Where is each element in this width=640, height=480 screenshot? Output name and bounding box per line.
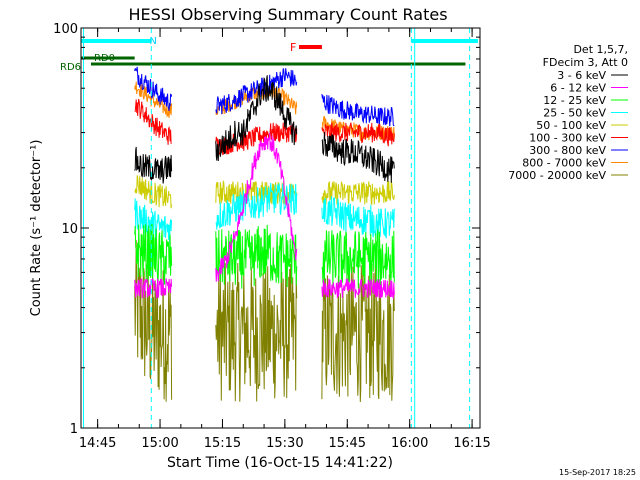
series-8-segment-0 [134, 240, 173, 402]
series-4 [134, 175, 395, 209]
series-8 [134, 240, 395, 403]
legend-header-1: FDecim 3, Att 0 [543, 56, 628, 69]
chart-title: HESSI Observing Summary Count Rates [128, 5, 447, 24]
series-3-segment-2 [321, 196, 395, 239]
legend-label-1: 6 - 12 keV [550, 82, 606, 95]
series-3 [134, 182, 395, 244]
series-6-segment-1 [215, 68, 298, 115]
x-tick-label-5: 16:00 [391, 436, 428, 451]
legend-header-0: Det 1,5,7, [573, 43, 628, 56]
x-axis-label: Start Time (16-Oct-15 14:41:22) [167, 455, 393, 471]
series-7-segment-0 [134, 81, 173, 118]
series-6 [134, 66, 395, 127]
series-3-segment-1 [215, 182, 298, 230]
x-tick-label-4: 15:45 [329, 436, 366, 451]
x-tick-label-1: 15:00 [141, 436, 178, 451]
series-1-segment-0 [134, 278, 173, 299]
series-5-segment-0 [134, 98, 172, 145]
series-8-segment-1 [215, 262, 298, 402]
y-tick-label-0: 1 [70, 422, 78, 437]
series-2-segment-2 [321, 229, 395, 289]
flag-rd0-label: RD0 [94, 53, 115, 64]
axes-layer: 1 10 100 14:45 15:00 15:15 15:30 15:45 16:00 16:1… [53, 22, 491, 451]
series-0-segment-1 [215, 75, 298, 162]
series-0-segment-0 [134, 146, 173, 184]
series-1-segment-2 [321, 278, 395, 300]
x-tick-label-6: 16:15 [453, 436, 490, 451]
flag-rd6-label: RD6 [60, 62, 81, 73]
series-4-segment-2 [321, 180, 395, 206]
series-0-segment-2 [321, 131, 395, 183]
x-tick-label-3: 15:30 [266, 436, 303, 451]
flag-f-label: F [290, 41, 296, 54]
legend-label-7: 800 - 7000 keV [522, 157, 606, 170]
series-2-segment-0 [134, 223, 173, 286]
timestamp: 15-Sep-2017 18:25 [559, 468, 636, 477]
legend-label-3: 25 - 50 keV [543, 107, 606, 120]
series-3-segment-0 [134, 198, 173, 244]
x-tick-label-0: 14:45 [79, 436, 116, 451]
flags-layer: N F RD0 RD6 [60, 28, 478, 428]
series-1 [134, 132, 395, 300]
legend-label-6: 300 - 800 keV [529, 144, 606, 157]
y-tick-label-1: 10 [61, 222, 78, 237]
legend-label-8: 7000 - 20000 keV [508, 169, 606, 182]
legend-label-4: 50 - 100 keV [536, 119, 606, 132]
flag-n-label: N [149, 36, 156, 47]
y-axis-label: Count Rate (s⁻¹ detector⁻¹) [29, 140, 44, 317]
series-6-segment-2 [321, 94, 395, 127]
series-8-segment-2 [321, 263, 395, 403]
series-layer [134, 66, 395, 403]
series-1-segment-1 [215, 132, 298, 282]
x-tick-label-2: 15:15 [204, 436, 241, 451]
y-tick-label-2: 100 [53, 22, 78, 37]
legend-label-0: 3 - 6 keV [557, 69, 606, 82]
series-5-segment-2 [321, 122, 395, 147]
series-4-segment-0 [134, 175, 173, 209]
legend-label-5: 100 - 300 keV [529, 132, 606, 145]
series-6-segment-0 [134, 66, 173, 111]
legend-label-2: 12 - 25 keV [543, 94, 606, 107]
series-4-segment-1 [215, 179, 298, 205]
series-0 [134, 75, 395, 184]
